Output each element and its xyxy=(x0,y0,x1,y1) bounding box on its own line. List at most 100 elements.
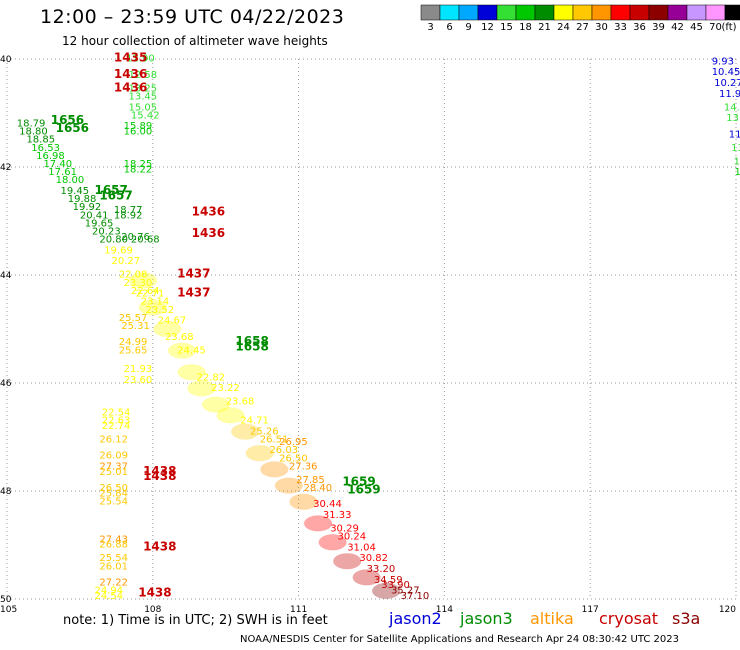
page-title: 12:00 – 23:59 UTC 04/22/2023 xyxy=(40,6,345,28)
swh-value: 13 xyxy=(731,143,740,154)
satellite-cryosat: cryosat xyxy=(599,609,659,628)
legend-label: 15 xyxy=(500,22,513,33)
lat-tick-label: 40 xyxy=(0,55,12,65)
lon-tick-label: 111 xyxy=(290,605,307,615)
time-label: 1656 xyxy=(51,113,84,127)
swh-value: 25.54 xyxy=(99,553,128,564)
swh-value: 16.98 xyxy=(36,151,65,162)
swh-value: 20.27 xyxy=(111,256,140,267)
swh-value: 27.85 xyxy=(296,475,325,486)
swh-value: 20.76 xyxy=(121,232,150,243)
swh-value: 18.92 xyxy=(114,210,143,221)
swh-value: 23.30 xyxy=(124,278,153,289)
track-segment xyxy=(260,461,289,478)
swh-value: 22.08 xyxy=(119,270,148,281)
satellite-jason3: jason3 xyxy=(460,609,513,628)
swh-value: 10.45 xyxy=(712,67,740,78)
swh-value: 18.85 xyxy=(26,135,55,146)
swh-value: 22.74 xyxy=(102,421,131,432)
lat-tick-label: 48 xyxy=(0,487,12,497)
swh-value: 18.25 xyxy=(124,159,153,170)
time-label: 1436 xyxy=(114,80,147,94)
track-segment xyxy=(201,396,230,413)
legend-label: 24 xyxy=(557,22,570,33)
swh-value: 22.63 xyxy=(102,416,131,427)
swh-value: 20.68 xyxy=(131,235,160,246)
swh-value: 24.67 xyxy=(158,316,187,327)
swh-value: 28.40 xyxy=(303,483,332,494)
legend-label: 42 xyxy=(671,22,684,33)
track-segment xyxy=(187,380,216,397)
swh-value: 13.25 xyxy=(129,83,158,94)
swh-value: 18.80 xyxy=(19,127,48,138)
swh-value: 20.41 xyxy=(80,210,109,221)
lon-tick-label: 114 xyxy=(436,605,453,615)
swh-value: 18.22 xyxy=(124,164,153,175)
swh-value: 13.45 xyxy=(129,92,158,103)
swh-value: 15.89 xyxy=(124,121,153,132)
swh-value: 25.65 xyxy=(119,345,148,356)
time-label: 1437 xyxy=(177,286,210,300)
swh-value: 23.68 xyxy=(226,397,255,408)
swh-value: 25.01 xyxy=(99,467,128,478)
swh-value: 35.27 xyxy=(391,586,420,597)
swh-value: 31.04 xyxy=(347,542,376,553)
track-segment xyxy=(318,534,347,551)
swh-value: 21.93 xyxy=(124,364,153,375)
time-label: 1659 xyxy=(342,475,375,489)
legend-unit: (ft) xyxy=(721,22,737,33)
footnote: note: 1) Time is in UTC; 2) SWH is in fe… xyxy=(63,613,328,628)
track-segment xyxy=(289,493,318,510)
swh-value: 11.7 xyxy=(729,129,740,140)
swh-value: 19.69 xyxy=(104,245,133,256)
time-label: 1436 xyxy=(114,67,147,81)
swh-value: 17.40 xyxy=(43,159,72,170)
swh-value: 27.22 xyxy=(99,578,128,589)
legend-label: 33 xyxy=(614,22,627,33)
swh-value: 15.05 xyxy=(129,102,158,113)
swh-value: 25.31 xyxy=(121,321,150,332)
time-label: 1436 xyxy=(192,226,225,240)
legend-label: 27 xyxy=(576,22,589,33)
track-segment xyxy=(129,272,158,289)
swh-value: 33.90 xyxy=(381,580,410,591)
legend-label: 30 xyxy=(595,22,608,33)
color-scale-legend xyxy=(420,4,740,21)
satellite-altika: altika xyxy=(530,609,574,628)
swh-value: 30.44 xyxy=(313,499,342,510)
track-segment xyxy=(352,569,381,586)
swh-value: 26.12 xyxy=(99,434,128,445)
swh-value: 26.50 xyxy=(99,483,128,494)
lon-tick-label: 117 xyxy=(582,605,599,615)
time-label: 1438 xyxy=(143,469,176,483)
lon-tick-label: 120 xyxy=(719,605,736,615)
time-label: 1657 xyxy=(94,183,127,197)
legend-label: 39 xyxy=(652,22,665,33)
lon-tick-label: 108 xyxy=(144,605,161,615)
swh-value: 24.54 xyxy=(94,591,123,602)
track-segment xyxy=(245,445,274,462)
lat-tick-label: 44 xyxy=(0,271,12,281)
swh-value: 33.20 xyxy=(367,564,396,575)
legend-label: 70 xyxy=(709,22,722,33)
time-label: 1436 xyxy=(192,205,225,219)
track-segment xyxy=(153,321,182,337)
lat-tick-label: 46 xyxy=(0,379,12,389)
swh-value: 27.43 xyxy=(99,534,128,545)
swh-value: 24.94 xyxy=(94,586,123,597)
swh-value: 23.22 xyxy=(211,383,240,394)
swh-value: 30.29 xyxy=(330,524,359,535)
swh-value: 23.52 xyxy=(146,305,175,316)
swh-value: 25.54 xyxy=(99,497,128,508)
swh-value: 19.88 xyxy=(68,194,97,205)
swh-value: 15.42 xyxy=(131,110,160,121)
swh-value: 12.58 xyxy=(129,70,158,81)
track-segment xyxy=(167,342,196,359)
swh-value: 24.45 xyxy=(177,345,206,356)
lat-tick-label: 50 xyxy=(0,595,12,605)
swh-value: 19.65 xyxy=(85,218,114,229)
swh-value: 10.27 xyxy=(714,78,740,89)
swh-value: 26.09 xyxy=(99,451,128,462)
time-label: 1438 xyxy=(143,464,176,478)
